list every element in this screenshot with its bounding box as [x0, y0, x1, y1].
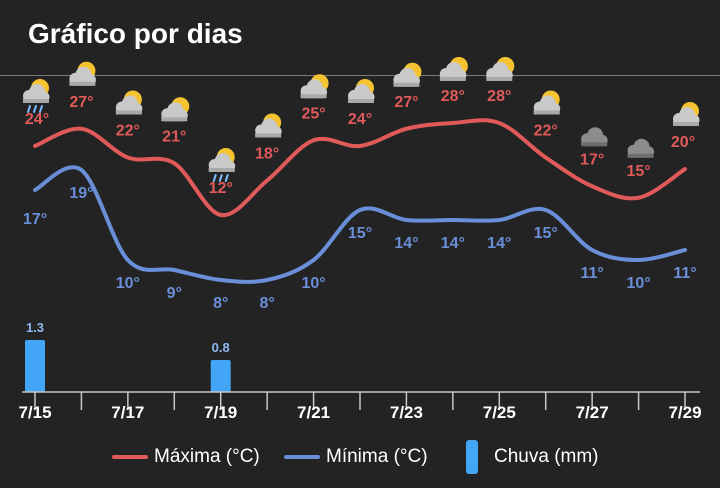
max-temp-label: 18° — [255, 146, 279, 163]
max-temp-label: 24° — [25, 111, 49, 128]
legend-label-rain: Chuva (mm) — [494, 446, 599, 467]
legend-item-rain: Chuva (mm) — [466, 440, 599, 474]
min-temp-label: 15° — [534, 225, 558, 242]
max-temp-label: 20° — [671, 134, 695, 151]
max-temp-label: 22° — [534, 123, 558, 140]
max-temp-label: 15° — [626, 163, 650, 180]
max-temp-label: 21° — [162, 128, 186, 145]
min-temp-label: 10° — [301, 275, 325, 292]
x-tick-label: 7/23 — [390, 403, 423, 422]
max-temp-label: 27° — [69, 94, 93, 111]
cloud-sun-rain-icon — [23, 79, 50, 113]
weather-chart: 1.3 0.8 7/15 7/17 7/19 7/21 7/23 7/25 7/27 7/29 24… — [18, 57, 702, 422]
x-tick-label: 7/29 — [668, 403, 701, 422]
sun-cloud-icon — [300, 74, 329, 99]
x-tick-label: 7/17 — [111, 403, 144, 422]
sun-cloud-icon — [393, 62, 422, 87]
min-temp-label: 14° — [441, 235, 465, 252]
x-tick-label: 7/27 — [576, 403, 609, 422]
max-temp-label: 28° — [441, 88, 465, 105]
chart-legend: Máxima (°C) Mínima (°C) Chuva (mm) — [0, 440, 720, 480]
x-tick-label: 7/21 — [297, 403, 330, 422]
sun-cloud-icon — [486, 57, 515, 81]
legend-item-max: Máxima (°C) — [112, 446, 260, 468]
min-temp-label: 17° — [23, 211, 47, 228]
cloud-sun-icon — [348, 79, 375, 103]
min-temp-label: 10° — [626, 275, 650, 292]
rain-bar — [210, 360, 231, 392]
cloud-sun-icon — [673, 102, 700, 126]
max-temp-label: 25° — [301, 105, 325, 122]
min-temp-label: 8° — [213, 295, 228, 312]
legend-swatch-rain — [466, 440, 478, 474]
cloud-sun-rain-icon — [208, 148, 236, 182]
legend-label-max: Máxima (°C) — [154, 446, 260, 467]
header-bar: Gráfico por dias — [0, 0, 720, 76]
max-temp-label: 27° — [394, 94, 418, 111]
max-temp-label: 28° — [487, 88, 511, 105]
max-temp-label: 17° — [580, 151, 604, 168]
max-temp-label: 24° — [348, 111, 372, 128]
min-temp-label: 10° — [116, 275, 140, 292]
max-temp-label: 22° — [116, 123, 140, 140]
cloud-icon — [581, 127, 608, 147]
min-temp-line — [33, 165, 687, 284]
min-temp-label: 8° — [259, 295, 274, 312]
sun-cloud-icon — [439, 57, 468, 81]
x-tick-label: 7/15 — [18, 403, 51, 422]
min-temp-label: 14° — [394, 235, 418, 252]
legend-swatch-max — [112, 455, 148, 459]
min-temp-label: 14° — [487, 235, 511, 252]
rain-bar — [25, 340, 45, 392]
legend-item-min: Mínima (°C) — [284, 446, 428, 468]
cloud-icon — [627, 138, 655, 158]
rain-label: 0.8 — [212, 340, 230, 355]
min-temp-label: 15° — [348, 225, 372, 242]
min-temp-label: 9° — [167, 285, 182, 302]
min-temp-label: 11° — [580, 265, 603, 282]
rain-label: 1.3 — [26, 320, 44, 335]
legend-swatch-min — [284, 455, 320, 459]
cloud-sun-icon — [115, 90, 143, 115]
max-temp-label: 12° — [209, 180, 233, 197]
cloud-sun-icon — [533, 90, 561, 115]
x-tick-label: 7/19 — [204, 403, 237, 422]
x-tick-label: 7/25 — [483, 403, 516, 422]
min-temp-label: 11° — [673, 265, 696, 282]
cloud-sun-icon — [69, 61, 96, 86]
max-temp-line — [33, 118, 687, 218]
min-temp-label: 19° — [69, 185, 93, 202]
legend-label-min: Mínima (°C) — [326, 446, 428, 467]
cloud-sun-icon — [255, 113, 282, 138]
sun-cloud-icon — [161, 97, 190, 122]
page-title: Gráfico por dias — [28, 18, 243, 49]
